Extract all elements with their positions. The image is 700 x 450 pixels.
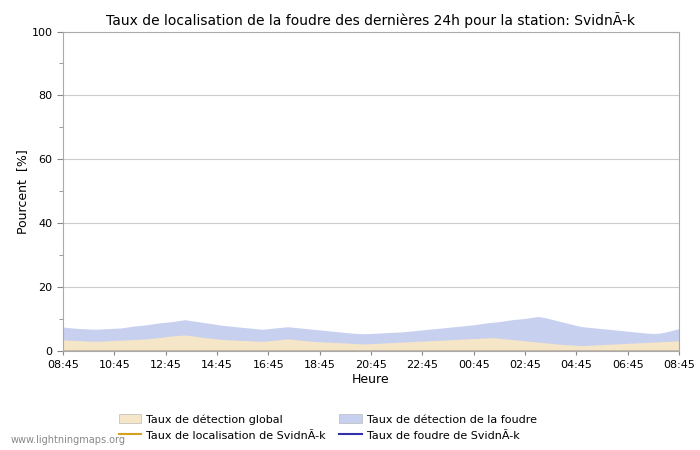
Legend: Taux de détection global, Taux de localisation de SvidnÃ-k, Taux de détection de: Taux de détection global, Taux de locali… bbox=[118, 414, 537, 441]
Y-axis label: Pourcent  [%]: Pourcent [%] bbox=[16, 149, 29, 234]
Text: www.lightningmaps.org: www.lightningmaps.org bbox=[10, 435, 125, 445]
X-axis label: Heure: Heure bbox=[352, 373, 390, 386]
Title: Taux de localisation de la foudre des dernières 24h pour la station: SvidnÃ-k: Taux de localisation de la foudre des de… bbox=[106, 12, 636, 27]
